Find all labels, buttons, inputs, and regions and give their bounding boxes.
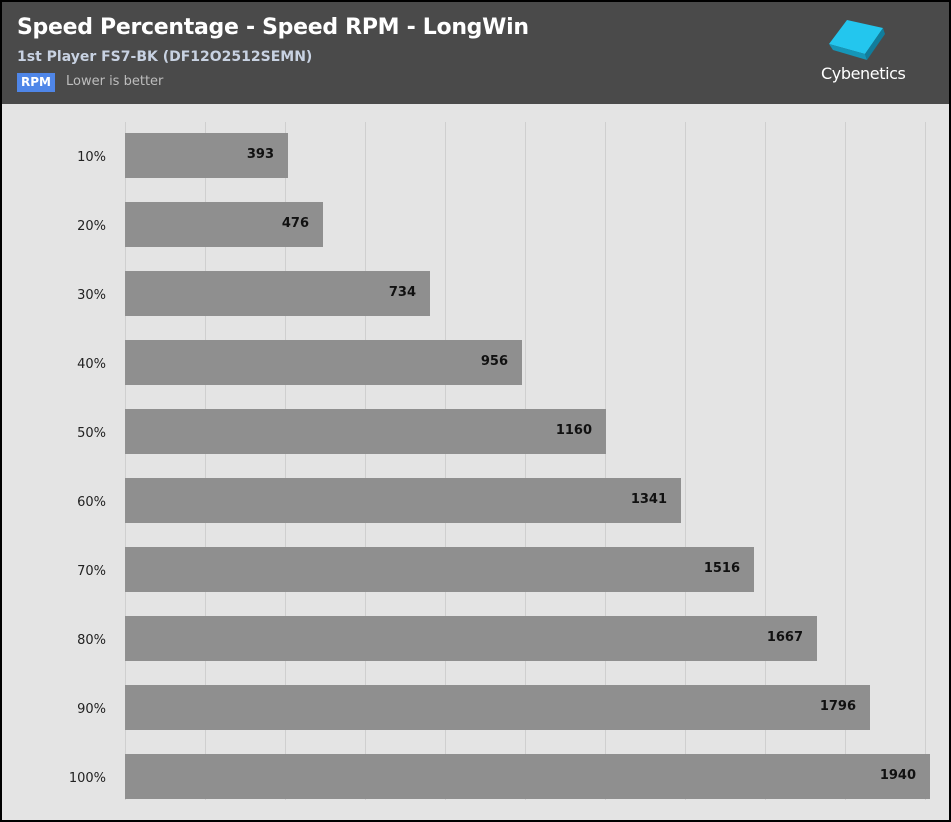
category-label: 20% bbox=[77, 219, 106, 234]
bar-value-label: 1796 bbox=[819, 699, 856, 714]
lower-is-better-note: Lower is better bbox=[66, 74, 164, 89]
bar bbox=[125, 685, 870, 730]
gridline bbox=[605, 122, 606, 800]
plot-area: 393 10% 476 20% 734 30% 956 40% 1160 50% 1341 60% 15… bbox=[2, 104, 949, 820]
cybenetics-cube-logo-icon bbox=[829, 20, 885, 60]
bar-value-label: 1160 bbox=[555, 423, 592, 438]
gridline bbox=[365, 122, 366, 800]
bar bbox=[125, 754, 930, 799]
gridline bbox=[765, 122, 766, 800]
bar-value-label: 393 bbox=[246, 147, 274, 162]
category-label: 40% bbox=[77, 357, 106, 372]
bar bbox=[125, 133, 288, 178]
gridline bbox=[445, 122, 446, 800]
bar bbox=[125, 478, 681, 523]
chart-subtitle: 1st Player FS7-BK (DF12O2512SEMN) bbox=[17, 49, 313, 65]
gridline bbox=[525, 122, 526, 800]
bar bbox=[125, 547, 754, 592]
category-label: 100% bbox=[68, 771, 106, 786]
category-label: 70% bbox=[77, 564, 106, 579]
chart-title: Speed Percentage - Speed RPM - LongWin bbox=[17, 15, 529, 40]
gridline bbox=[845, 122, 846, 800]
category-label: 90% bbox=[77, 702, 106, 717]
category-label: 80% bbox=[77, 633, 106, 648]
gridline bbox=[125, 122, 126, 800]
logo-wordmark: Cybenetics bbox=[821, 64, 906, 83]
gridline bbox=[925, 122, 926, 800]
bar bbox=[125, 340, 522, 385]
cybenetics-logo: Cybenetics bbox=[817, 18, 927, 88]
bar bbox=[125, 271, 430, 316]
bar bbox=[125, 616, 817, 661]
category-label: 30% bbox=[77, 288, 106, 303]
category-label: 10% bbox=[77, 150, 106, 165]
bar bbox=[125, 202, 323, 247]
category-label: 50% bbox=[77, 426, 106, 441]
category-label: 60% bbox=[77, 495, 106, 510]
gridline bbox=[205, 122, 206, 800]
bar-value-label: 1341 bbox=[630, 492, 667, 507]
bar-value-label: 734 bbox=[388, 285, 416, 300]
unit-badge: RPM bbox=[17, 73, 55, 92]
bar bbox=[125, 409, 606, 454]
bar-value-label: 476 bbox=[281, 216, 309, 231]
bar-value-label: 1667 bbox=[766, 630, 803, 645]
gridline bbox=[285, 122, 286, 800]
bar-value-label: 956 bbox=[480, 354, 508, 369]
gridline bbox=[685, 122, 686, 800]
chart-header: Speed Percentage - Speed RPM - LongWin 1… bbox=[2, 2, 949, 104]
bar-value-label: 1940 bbox=[879, 768, 916, 783]
bar-value-label: 1516 bbox=[703, 561, 740, 576]
